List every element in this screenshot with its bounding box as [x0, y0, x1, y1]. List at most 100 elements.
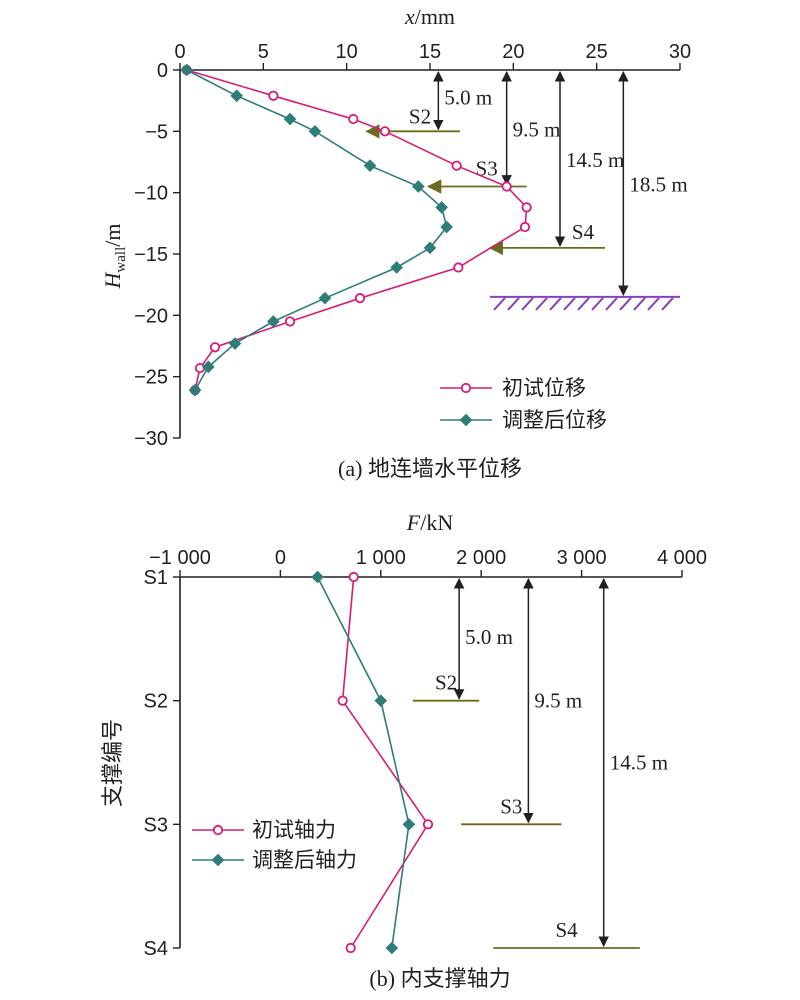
y-tick-label-b: S4 [144, 938, 168, 960]
y-tick-label-a: 0 [157, 60, 168, 82]
ground-hatch [619, 297, 632, 311]
series-line-a-0 [186, 69, 528, 391]
spacing-label-0: 5.0 m [465, 625, 513, 649]
y-tick-label-a: −15 [134, 244, 168, 266]
strut-label-s3: S3 [476, 157, 498, 181]
y-tick-label-a: −10 [134, 183, 168, 205]
legend-label-b-0: 初试轴力 [252, 818, 336, 842]
y-tick-label-a: −25 [134, 367, 168, 389]
legend-label-a-1: 调整后位移 [502, 408, 607, 432]
data-point-a-0 [453, 262, 464, 273]
data-point-a-0 [354, 293, 366, 304]
legend-marker-a-1 [459, 413, 473, 427]
x-tick-label-a: 25 [586, 41, 608, 63]
x-tick-label-b: 1 000 [356, 547, 406, 569]
data-point-a-0 [521, 202, 532, 213]
ground-hatch [605, 297, 618, 311]
ground-hatch [633, 297, 646, 311]
data-point-a-1 [318, 291, 332, 305]
y-tick-label-b: S1 [144, 567, 168, 589]
chart-caption-a: (a) 地连墙水平位移 [338, 456, 522, 481]
data-point-b-1 [311, 570, 324, 584]
y-tick-label-a: −20 [134, 305, 168, 327]
x-tick-label-b: −1 000 [149, 547, 211, 569]
data-point-a-0 [268, 90, 279, 101]
data-point-b-0 [337, 695, 348, 706]
chart-caption-b: (b) 内支撑轴力 [369, 966, 510, 991]
ground-hatch [507, 297, 520, 311]
data-point-a-1 [188, 383, 202, 397]
data-point-a-1 [435, 201, 448, 214]
data-point-b-0 [422, 819, 434, 830]
ground-hatch [577, 297, 590, 311]
data-point-a-0 [194, 362, 206, 374]
data-point-a-0 [284, 316, 296, 327]
spacing-label-2: 14.5 m [610, 751, 668, 775]
data-point-b-1 [402, 818, 416, 831]
ground-hatch [591, 297, 604, 311]
strut-label-s2: S2 [409, 104, 431, 128]
x-tick-label-b: 4 000 [657, 547, 707, 569]
legend-label-b-1: 调整后轴力 [252, 848, 357, 872]
strut-label-b-s2: S2 [435, 671, 457, 695]
y-axis-label-b: 支撑编号 [100, 719, 125, 807]
series-line-a-1 [186, 69, 448, 391]
data-point-a-0 [519, 221, 531, 233]
x-tick-label-b: 3 000 [557, 547, 607, 569]
data-point-a-1 [283, 112, 297, 126]
x-tick-label-a: 15 [419, 41, 441, 63]
x-tick-label-a: 20 [502, 41, 524, 63]
x-axis-label-b: F/kN [406, 510, 454, 535]
data-point-a-0 [348, 113, 359, 125]
x-tick-label-b: 2 000 [456, 547, 506, 569]
data-point-a-1 [228, 337, 242, 350]
y-tick-label-b: S2 [144, 691, 168, 713]
legend-label-a-0: 初试位移 [502, 376, 586, 400]
y-tick-label-a: −5 [145, 121, 168, 143]
ground-hatch [549, 297, 562, 311]
ground-hatch [535, 297, 548, 311]
data-point-b-0 [348, 571, 359, 583]
data-point-a-0 [209, 342, 221, 353]
depth-label-3: 18.5 m [629, 172, 687, 196]
x-axis-label-a: x/mm [404, 4, 455, 29]
spacing-label-1: 9.5 m [534, 689, 582, 713]
wall-displacement-chart: x/mm Hwall/m (a) 地连墙水平位移 0 5 10 15 20 25 30 0 −5… [100, 4, 691, 481]
legend-marker-b-1 [211, 853, 225, 867]
x-tick-label-a: 10 [336, 41, 358, 63]
data-point-a-1 [180, 63, 193, 77]
legend-marker-a-0 [460, 382, 472, 394]
series-line-b-0 [341, 576, 429, 949]
data-point-a-1 [230, 89, 243, 103]
data-point-a-0 [501, 181, 512, 192]
x-tick-label-a: 0 [174, 41, 185, 63]
ground-hatch [521, 297, 534, 311]
depth-label-2: 14.5 m [566, 148, 624, 172]
data-point-a-0 [379, 126, 391, 137]
data-point-a-1 [412, 180, 425, 193]
strut-label-b-s3: S3 [500, 794, 522, 818]
data-point-a-1 [423, 241, 437, 255]
ground-hatch [493, 297, 506, 311]
strut-label-s4: S4 [572, 220, 595, 244]
data-point-a-0 [451, 160, 462, 171]
strut-force-chart: F/kN 支撑编号 (b) 内支撑轴力 −1 000 0 1 000 2 000 3 0… [100, 510, 707, 991]
data-point-b-1 [385, 941, 399, 955]
y-axis-label-a: Hwall/m [100, 224, 129, 290]
y-tick-label-a: −30 [134, 428, 168, 450]
data-point-a-1 [363, 159, 377, 172]
data-point-a-1 [267, 315, 280, 328]
data-point-a-1 [202, 360, 215, 374]
x-tick-label-a: 5 [258, 41, 269, 63]
data-point-a-1 [440, 220, 453, 234]
data-point-b-0 [345, 942, 356, 954]
strut-label-b-s4: S4 [555, 918, 578, 942]
x-tick-label-a: 30 [669, 41, 691, 63]
depth-label-0: 5.0 m [444, 86, 492, 110]
depth-label-1: 9.5 m [513, 117, 561, 141]
data-point-a-1 [308, 125, 322, 138]
series-line-b-1 [316, 576, 410, 949]
ground-hatch [647, 297, 660, 311]
ground-hatch [563, 297, 576, 311]
